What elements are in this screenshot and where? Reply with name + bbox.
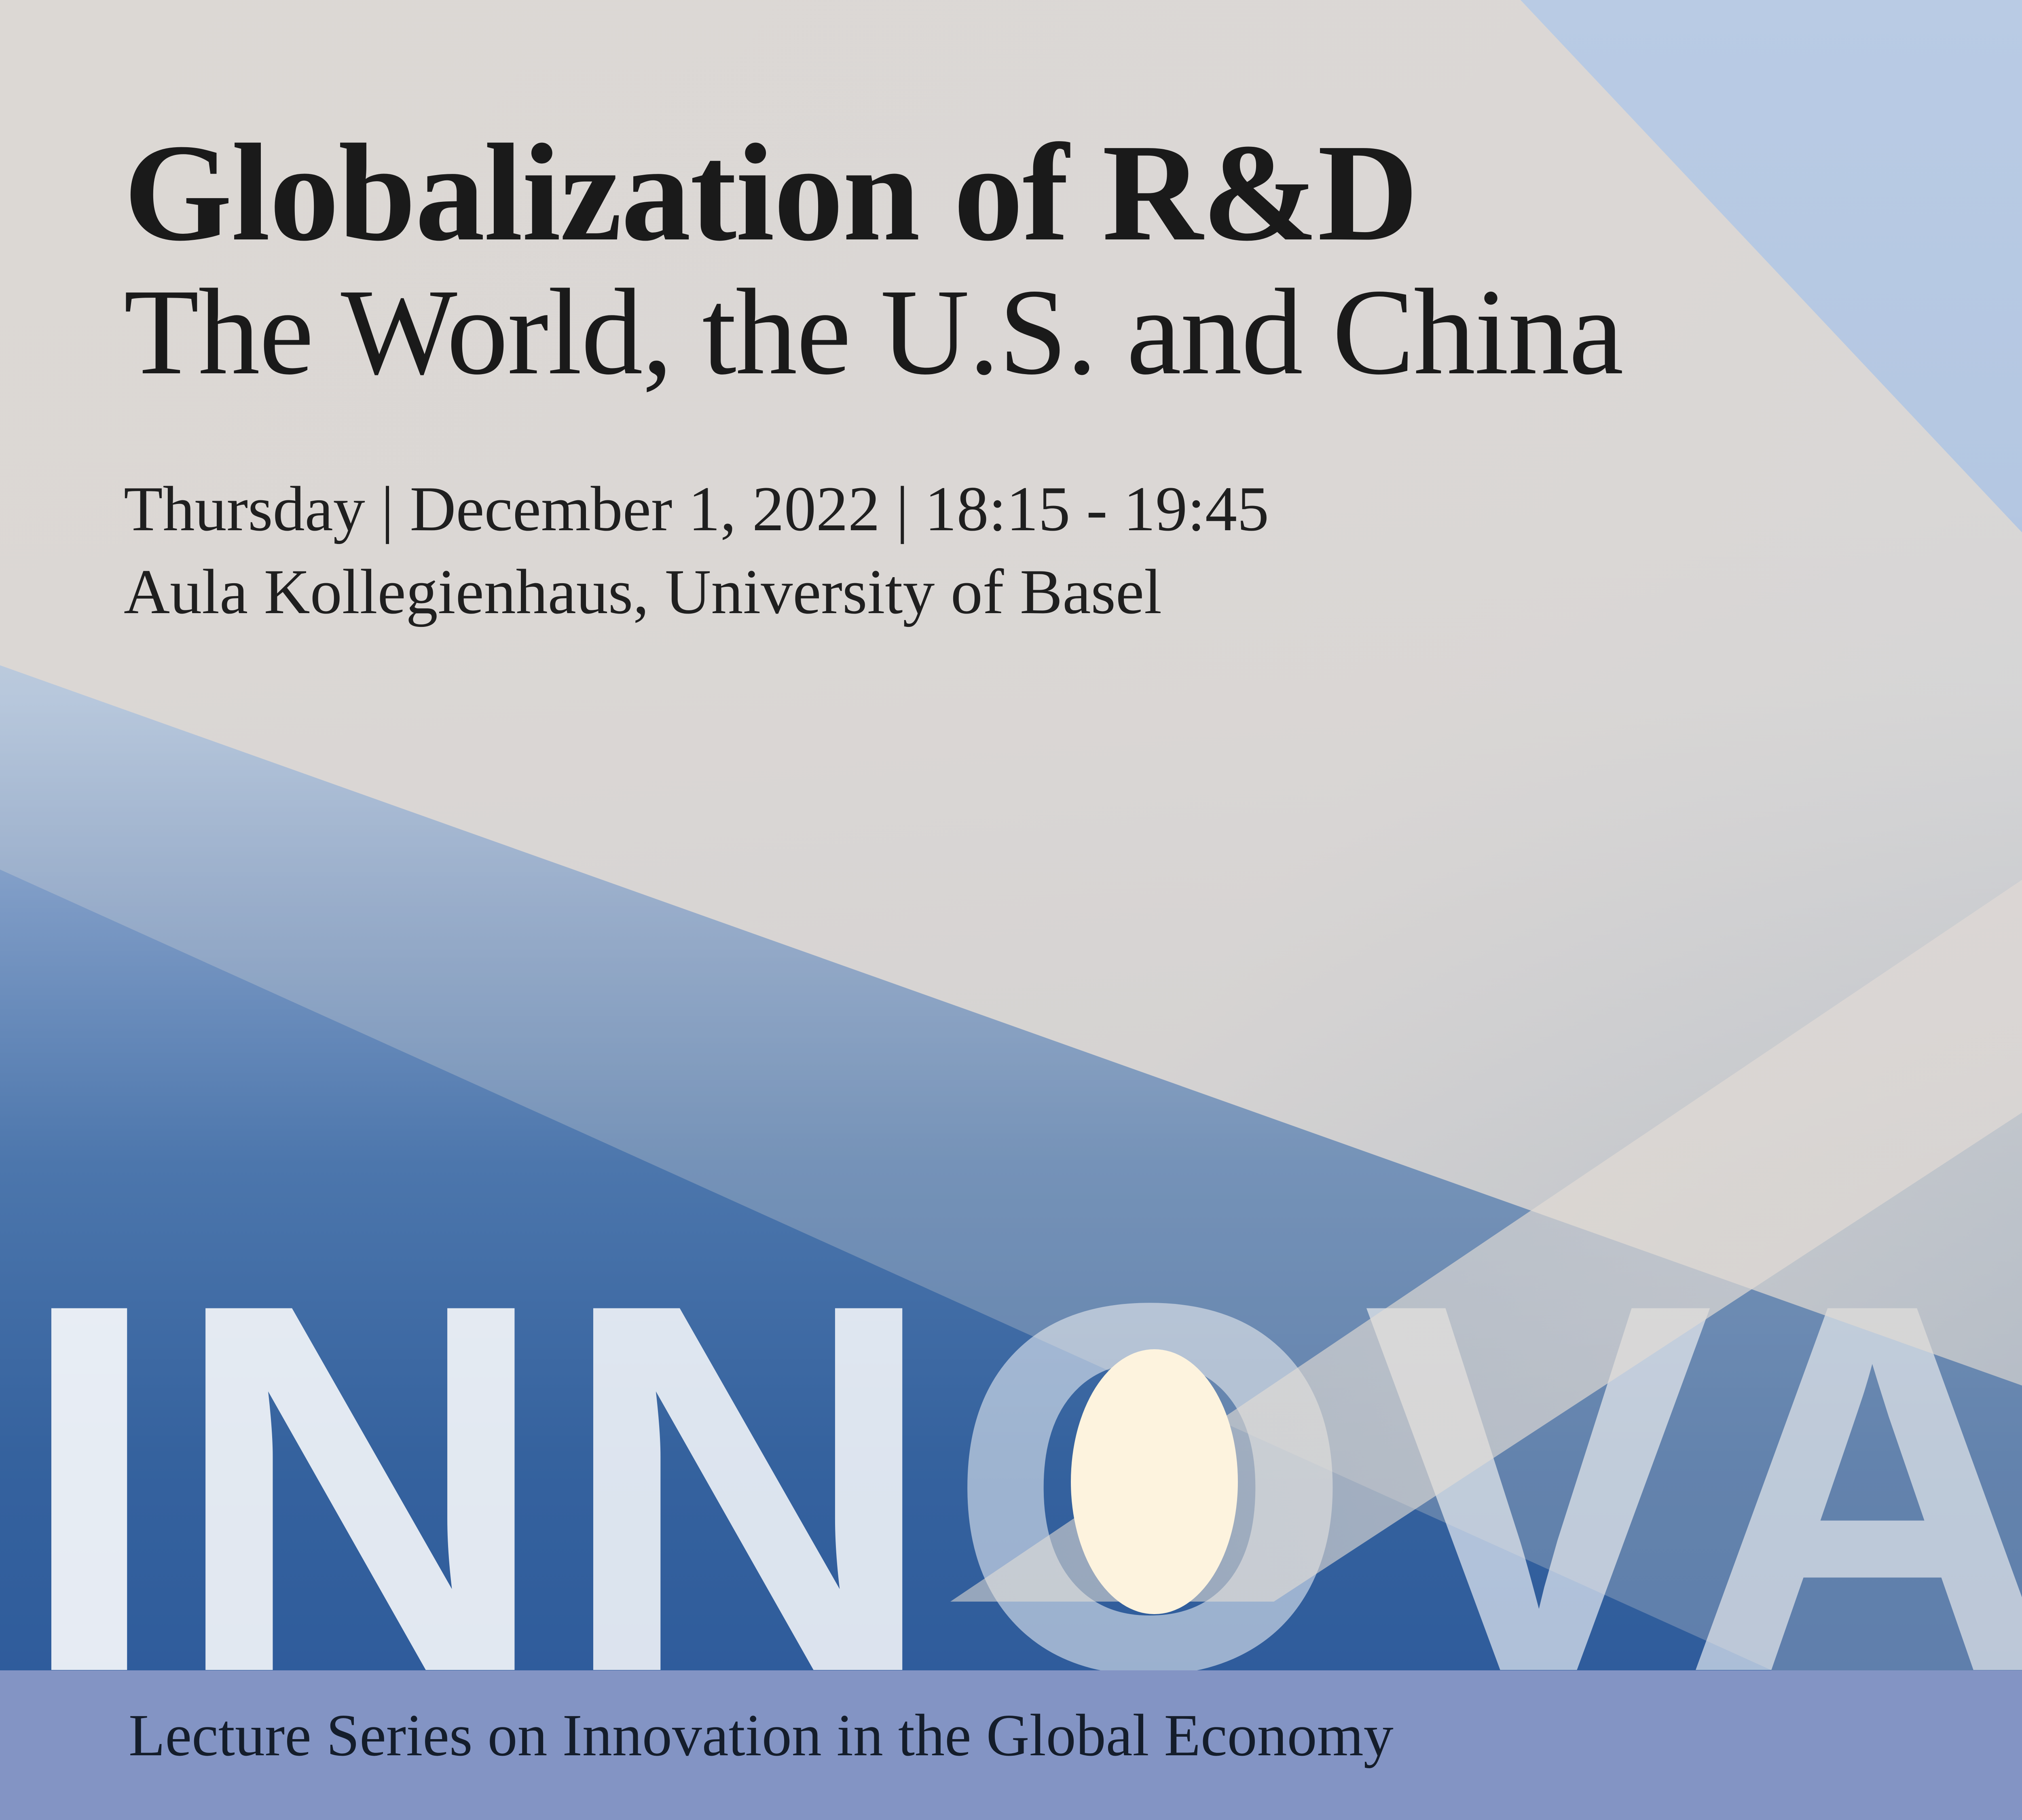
event-schedule: Thursday | December 1, 2022 | 18:15 - 19…	[124, 474, 1269, 544]
event-venue: Aula Kollegienhaus, University of Basel	[124, 557, 1162, 627]
event-title: Globalization of R&D	[124, 115, 1418, 270]
innovation-letter: N	[170, 1194, 558, 1782]
o-counter-glow	[1071, 1349, 1238, 1614]
innovation-letter: I	[16, 1194, 171, 1782]
event-subtitle: The World, the U.S. and China	[124, 263, 1624, 400]
footer-series-label: Lecture Series on Innovation in the Glob…	[129, 1702, 1394, 1769]
innovation-letter: N	[558, 1194, 946, 1782]
footer-bar	[0, 1670, 2022, 1820]
